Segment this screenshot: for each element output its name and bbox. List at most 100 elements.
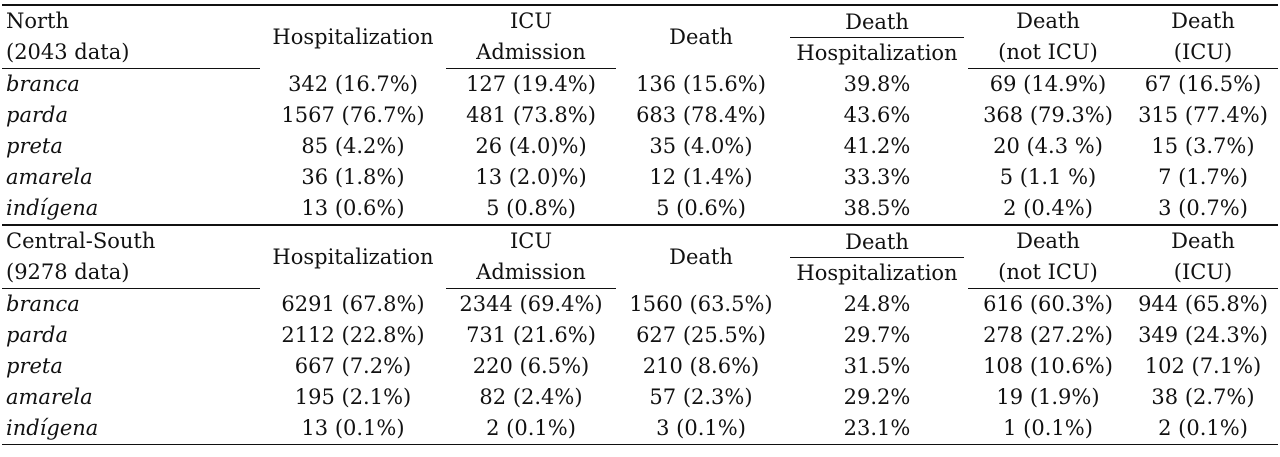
death-cell: 210 (8.6%) — [642, 354, 760, 378]
group-cell: branca — [6, 292, 80, 316]
header-death: Death — [669, 24, 733, 49]
death-not-icu-cell: 19 (1.9%) — [996, 385, 1100, 409]
table-row: indígena 13 (0.6%) 5 (0.8%) 5 (0.6%) 38.… — [2, 193, 1278, 225]
group-cell: preta — [6, 134, 63, 158]
section-header-row: (2043 data) Admission (not ICU) (ICU) — [2, 37, 1278, 69]
header-death-icu-line2: (ICU) — [1128, 37, 1278, 69]
header-icu-line2: Admission — [446, 257, 616, 289]
hosp-cell: 13 (0.1%) — [260, 413, 446, 445]
icu-cell: 481 (73.8%) — [466, 103, 596, 127]
table-row: amarela 36 (1.8%) 13 (2.0)%) 12 (1.4%) 3… — [2, 162, 1278, 193]
group-cell: amarela — [6, 165, 93, 189]
icu-cell: 2 (0.1%) — [446, 413, 616, 445]
header-ratio: Death Hospitalization — [786, 226, 968, 289]
table-row: preta 667 (7.2%) 220 (6.5%) 210 (8.6%) 3… — [2, 351, 1278, 382]
double-rule — [2, 4, 1278, 6]
ratio-cell: 38.5% — [843, 196, 911, 220]
hosp-cell: 342 (16.7%) — [288, 71, 418, 96]
ratio-cell: 24.8% — [843, 291, 911, 316]
death-not-icu-cell: 278 (27.2%) — [983, 323, 1113, 347]
death-icu-cell: 315 (77.4%) — [1138, 103, 1268, 127]
header-icu-line1: ICU — [509, 9, 553, 33]
death-icu-cell: 7 (1.7%) — [1158, 165, 1248, 189]
hosp-cell: 195 (2.1%) — [294, 385, 412, 409]
hosp-cell: 1567 (76.7%) — [281, 103, 425, 127]
death-icu-cell: 67 (16.5%) — [1144, 72, 1262, 96]
death-not-icu-cell: 69 (14.9%) — [989, 72, 1107, 96]
table-row: branca 342 (16.7%) 127 (19.4%) 136 (15.6… — [2, 69, 1278, 101]
death-not-icu-cell: 368 (79.3%) — [983, 103, 1113, 127]
icu-cell: 26 (4.0)%) — [475, 134, 587, 158]
table-row: branca 6291 (67.8%) 2344 (69.4%) 1560 (6… — [2, 289, 1278, 321]
icu-cell: 2344 (69.4%) — [459, 292, 603, 316]
death-cell: 35 (4.0%) — [649, 134, 753, 158]
data-table: North Hospitalization ICU Death Death Ho… — [2, 4, 1278, 445]
ratio-cell: 29.2% — [843, 385, 911, 409]
section-header-row: North Hospitalization ICU Death Death Ho… — [2, 6, 1278, 65]
header-icu-line2: Admission — [446, 37, 616, 69]
hosp-cell: 6291 (67.8%) — [281, 291, 425, 316]
icu-cell: 5 (0.8%) — [486, 196, 576, 220]
double-rule — [2, 224, 1278, 226]
death-icu-cell: 38 (2.7%) — [1151, 385, 1255, 409]
header-death-not-icu-line1: Death — [1016, 229, 1080, 253]
death-icu-cell: 3 (0.7%) — [1158, 196, 1248, 220]
table-row: indígena 13 (0.1%) 2 (0.1%) 3 (0.1%) 23.… — [2, 413, 1278, 445]
death-not-icu-cell: 2 (0.4%) — [1003, 196, 1093, 220]
region-label: North — [6, 9, 70, 33]
region-count: (2043 data) — [2, 37, 260, 69]
icu-cell: 220 (6.5%) — [472, 354, 590, 378]
header-death-not-icu-line2: (not ICU) — [968, 37, 1128, 69]
header-hospitalization: Hospitalization — [272, 24, 434, 49]
icu-cell: 82 (2.4%) — [479, 385, 583, 409]
header-death: Death — [669, 244, 733, 269]
death-cell: 627 (25.5%) — [636, 323, 766, 347]
death-icu-cell: 944 (65.8%) — [1138, 292, 1268, 316]
ratio-denominator: Hospitalization — [796, 40, 958, 65]
table-row: amarela 195 (2.1%) 82 (2.4%) 57 (2.3%) 2… — [2, 382, 1278, 413]
ratio-cell: 39.8% — [843, 71, 911, 96]
ratio-cell: 41.2% — [843, 134, 911, 158]
death-icu-cell: 349 (24.3%) — [1138, 323, 1268, 347]
hosp-cell: 85 (4.2%) — [301, 134, 405, 158]
group-cell: indígena — [6, 196, 99, 220]
group-cell: preta — [6, 354, 63, 378]
icu-cell: 13 (2.0)%) — [475, 165, 587, 189]
icu-cell: 731 (21.6%) — [466, 323, 596, 347]
death-not-icu-cell: 108 (10.6%) — [983, 354, 1113, 378]
death-cell: 136 (15.6%) — [636, 71, 766, 96]
header-death-icu-line1: Death — [1171, 9, 1235, 33]
ratio-cell: 31.5% — [843, 354, 911, 378]
hosp-cell: 13 (0.6%) — [301, 196, 405, 220]
header-hospitalization: Hospitalization — [272, 244, 434, 269]
region-label: Central-South — [6, 229, 156, 253]
header-death-icu-line1: Death — [1171, 229, 1235, 253]
section-header-row: (9278 data) Admission (not ICU) (ICU) — [2, 257, 1278, 289]
death-cell: 683 (78.4%) — [636, 103, 766, 127]
header-death-icu-line2: (ICU) — [1128, 257, 1278, 289]
header-icu-line1: ICU — [509, 229, 553, 253]
ratio-numerator: Death — [790, 227, 964, 258]
death-not-icu-cell: 616 (60.3%) — [983, 292, 1113, 316]
hosp-cell: 667 (7.2%) — [294, 354, 412, 378]
group-cell: branca — [6, 72, 80, 96]
death-cell: 57 (2.3%) — [649, 385, 753, 409]
ratio-denominator: Hospitalization — [796, 260, 958, 285]
group-cell: parda — [6, 103, 68, 127]
table-row: preta 85 (4.2%) 26 (4.0)%) 35 (4.0%) 41.… — [2, 131, 1278, 162]
death-cell: 5 (0.6%) — [656, 196, 746, 220]
death-cell: 1560 (63.5%) — [629, 291, 773, 316]
header-ratio: Death Hospitalization — [786, 6, 968, 69]
hosp-cell: 36 (1.8%) — [301, 165, 405, 189]
death-icu-cell: 15 (3.7%) — [1151, 134, 1255, 158]
section-header-row: Central-South Hospitalization ICU Death … — [2, 226, 1278, 285]
death-icu-cell: 102 (7.1%) — [1144, 354, 1262, 378]
icu-cell: 127 (19.4%) — [466, 72, 596, 96]
ratio-cell: 43.6% — [843, 103, 911, 127]
ratio-cell: 29.7% — [843, 323, 911, 347]
death-not-icu-cell: 20 (4.3 %) — [993, 134, 1103, 158]
ratio-numerator: Death — [790, 7, 964, 38]
hosp-cell: 2112 (22.8%) — [281, 323, 425, 347]
group-cell: indígena — [2, 413, 260, 445]
